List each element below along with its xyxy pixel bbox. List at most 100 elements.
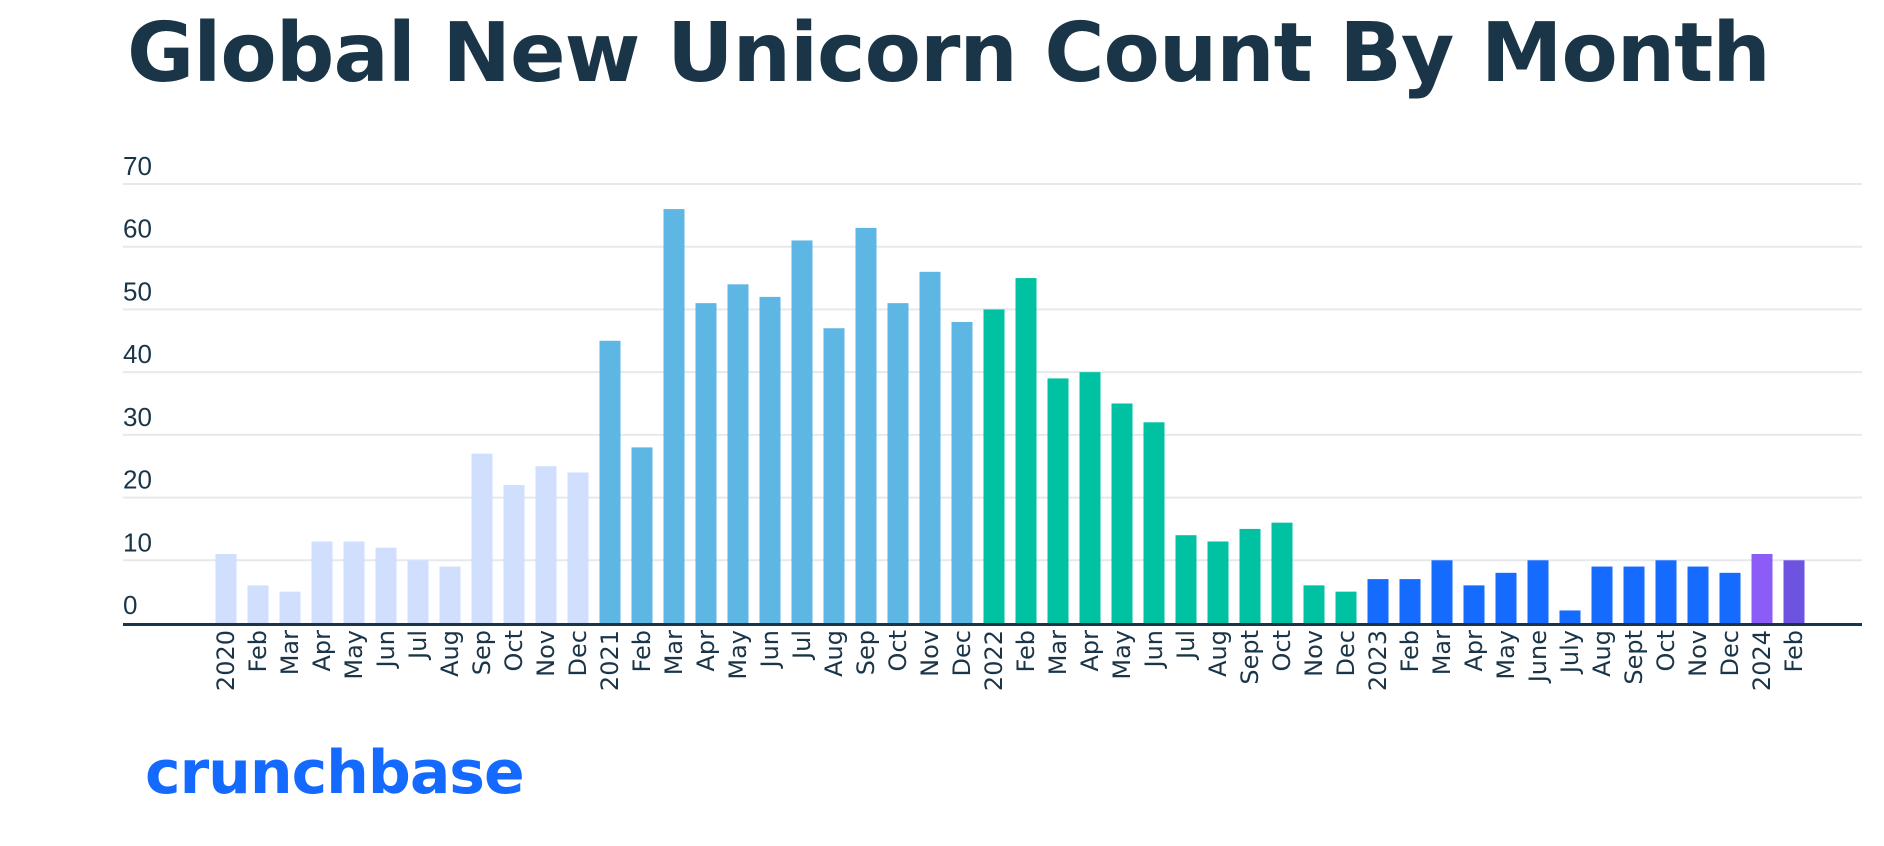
x-tick-label: Nov [1684, 630, 1712, 677]
y-tick-label: 70 [123, 151, 152, 181]
bar [1335, 591, 1357, 623]
bar [887, 303, 909, 623]
bar [311, 541, 333, 623]
bar [951, 321, 973, 623]
y-tick-label: 0 [123, 590, 137, 620]
x-tick-label: July [1556, 630, 1584, 675]
x-tick-label: Apr [308, 630, 336, 672]
x-tick-label: Oct [1652, 630, 1680, 672]
bar [1303, 585, 1325, 623]
x-tick-label: Mar [1044, 630, 1072, 675]
x-tick-label: Apr [1076, 630, 1104, 672]
x-tick-label: Jun [372, 630, 400, 670]
x-tick-label: Nov [916, 630, 944, 677]
chart-title: Global New Unicorn Count By Month [127, 6, 1771, 101]
bar [343, 541, 365, 623]
x-tick-label: Jul [404, 630, 432, 661]
bar [407, 560, 429, 623]
y-tick-label: 30 [123, 402, 152, 432]
bar [1271, 522, 1293, 623]
x-tick-label: Feb [628, 630, 656, 673]
x-tick-label: Jun [756, 630, 784, 670]
bar [1751, 554, 1773, 623]
x-tick-label: Sep [852, 630, 880, 675]
bar [215, 554, 237, 623]
bar [1527, 560, 1549, 623]
y-tick-label: 50 [123, 276, 152, 306]
bar [1591, 566, 1613, 623]
x-tick-label: Dec [1332, 630, 1360, 676]
x-tick-label: Dec [948, 630, 976, 676]
bar [1143, 422, 1165, 623]
x-tick-label: Sept [1236, 630, 1264, 685]
bar [1047, 378, 1069, 623]
bar [727, 284, 749, 623]
x-tick-label: Mar [276, 630, 304, 675]
bar [1111, 403, 1133, 623]
bar [823, 328, 845, 623]
x-tick-label: May [1108, 630, 1136, 680]
x-tick-label: 2021 [596, 630, 624, 691]
y-axis-ticks: 0 10 20 30 40 50 60 70 [123, 151, 152, 620]
bar [1783, 560, 1805, 623]
bar [1239, 528, 1261, 623]
y-tick-label: 20 [123, 465, 152, 495]
x-tick-label: Aug [820, 630, 848, 677]
x-tick-label: 2024 [1748, 630, 1776, 691]
bar [983, 309, 1005, 623]
bar [1367, 579, 1389, 623]
bar [919, 271, 941, 623]
y-tick-label: 10 [123, 527, 152, 557]
bar [471, 453, 493, 623]
x-tick-label: 2023 [1364, 630, 1392, 691]
x-tick-label: Feb [1396, 630, 1424, 673]
bar [695, 303, 717, 623]
bar [663, 209, 685, 624]
crunchbase-logo: crunchbase [145, 738, 525, 808]
bar [759, 296, 781, 623]
x-tick-label: Mar [660, 630, 688, 675]
x-tick-label: Nov [532, 630, 560, 677]
bar [1207, 541, 1229, 623]
bar [1431, 560, 1453, 623]
bar [279, 591, 301, 623]
bar [375, 547, 397, 623]
x-tick-label: Aug [1588, 630, 1616, 677]
x-tick-label: Mar [1428, 630, 1456, 675]
bar [567, 472, 589, 623]
x-tick-label: Dec [564, 630, 592, 676]
x-tick-label: 2020 [212, 630, 240, 691]
x-tick-label: Aug [1204, 630, 1232, 677]
x-tick-label: Oct [500, 630, 528, 672]
bar [1175, 535, 1197, 623]
bar [247, 585, 269, 623]
x-tick-label: Jul [1172, 630, 1200, 661]
bar [1687, 566, 1709, 623]
bar [791, 240, 813, 623]
x-tick-label: Feb [244, 630, 272, 673]
x-tick-label: June [1524, 630, 1552, 684]
x-tick-label: Sep [468, 630, 496, 675]
x-tick-label: 2022 [980, 630, 1008, 691]
bar [439, 566, 461, 623]
bar [1623, 566, 1645, 623]
bar [535, 466, 557, 623]
bar [631, 447, 653, 623]
x-tick-label: Apr [1460, 630, 1488, 672]
x-tick-label: May [1492, 630, 1520, 680]
x-axis-labels: 2020 Feb Mar Apr May Jun Jul Aug Sep Oct Nov Dec 202… [212, 630, 1808, 691]
bar [599, 340, 621, 623]
bar [503, 485, 525, 623]
x-tick-label: Jun [1140, 630, 1168, 670]
bar [855, 227, 877, 623]
x-tick-label: Sept [1620, 630, 1648, 685]
x-tick-label: Feb [1780, 630, 1808, 673]
x-tick-label: Oct [1268, 630, 1296, 672]
bar [1015, 278, 1037, 623]
x-tick-label: Oct [884, 630, 912, 672]
x-tick-label: Dec [1716, 630, 1744, 676]
bar [1559, 610, 1581, 623]
x-tick-label: Nov [1300, 630, 1328, 677]
bar [1655, 560, 1677, 623]
